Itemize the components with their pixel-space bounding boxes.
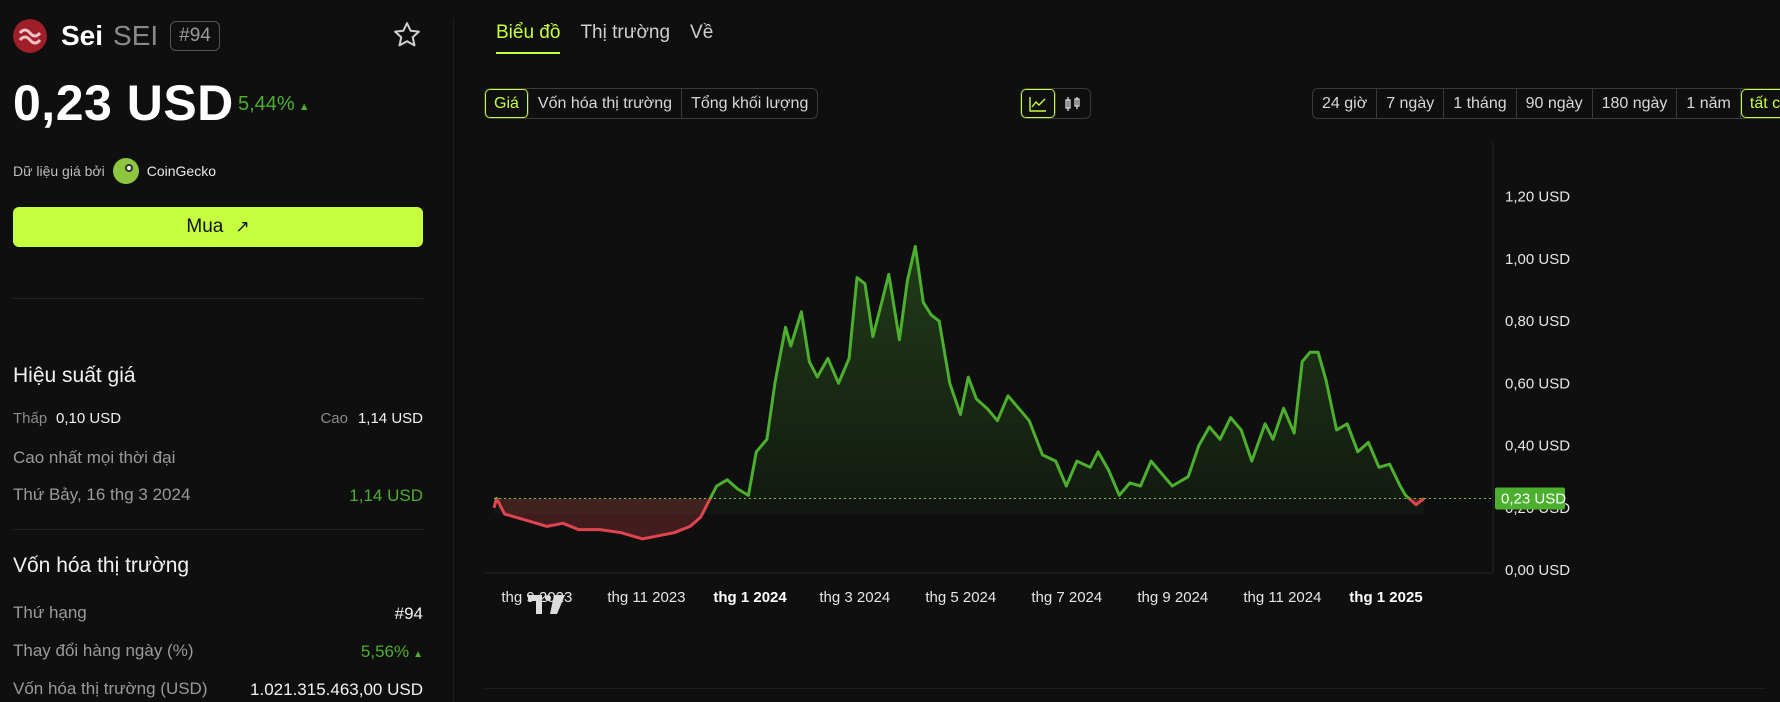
low-label: Thấp [13, 410, 48, 427]
range-1y-button[interactable]: 1 năm [1677, 89, 1741, 118]
x-tick-label: thg 9 2024 [1137, 589, 1208, 606]
daily-change: 5,56% ▲ [361, 642, 423, 662]
panel-divider [453, 18, 454, 702]
range-24h-button[interactable]: 24 giờ [1313, 89, 1378, 118]
coin-sidebar: Sei SEI #94 0,23 USD 5,44% ▲ Dữ liệu giá … [0, 0, 450, 702]
coin-symbol: SEI [113, 20, 159, 51]
line-chart-icon [1029, 96, 1046, 112]
current-price: 0,23 USD [13, 75, 234, 131]
up-triangle-icon: ▲ [298, 101, 310, 113]
price-change-24h: 5,44% ▲ [238, 93, 310, 116]
divider [13, 298, 423, 299]
up-triangle-icon: ▲ [413, 649, 423, 660]
bottom-divider [485, 688, 1765, 689]
mcap-value: 1.021.315.463,00 USD [250, 680, 423, 699]
metric-volume-button[interactable]: Tổng khối lượng [691, 95, 809, 112]
favorite-star-icon[interactable] [392, 20, 422, 50]
source-provider[interactable]: CoinGecko [146, 163, 216, 179]
tab-markets[interactable]: Thị trường [580, 22, 671, 43]
rank-label: Thứ hạng [13, 603, 87, 622]
range-all-button[interactable]: tất cả [1741, 89, 1780, 118]
tab-about[interactable]: Về [690, 22, 714, 43]
chart-type-selector [1020, 88, 1091, 119]
current-price-tag-label: 0,23 USD [1501, 490, 1566, 507]
baseline-band [494, 498, 1425, 514]
coin-name: Sei [61, 20, 104, 51]
market-title: Vốn hóa thị trường [13, 554, 190, 577]
x-tick-label: thg 5 2024 [925, 589, 996, 606]
coin-header: Sei SEI #94 [13, 18, 220, 54]
price-change-value: 5,44% [238, 93, 295, 115]
rank-badge: #94 [170, 21, 220, 51]
x-tick-label: thg 1 2024 [713, 589, 787, 606]
divider [13, 529, 423, 530]
daily-change-label: Thay đổi hàng ngày (%) [13, 641, 194, 660]
tradingview-logo-icon [528, 595, 565, 614]
high-label: Cao [320, 410, 348, 427]
current-price-tag: 0,23 USD [1495, 487, 1566, 510]
tab-chart[interactable]: Biểu đồ [496, 22, 561, 54]
ath-date: Thứ Bảy, 16 thg 3 2024 [13, 485, 191, 504]
time-range-selector: 24 giờ 7 ngày 1 tháng 90 ngày 180 ngày 1… [1312, 88, 1780, 119]
daily-change-value: 5,56% [360, 642, 410, 661]
y-tick-label: 0,40 USD [1505, 438, 1570, 455]
price-area-up [494, 246, 1425, 499]
candlestick-icon [1065, 96, 1080, 111]
metric-price-button[interactable]: Giá [485, 89, 529, 118]
range-180d-button[interactable]: 180 ngày [1593, 89, 1678, 118]
price-area-down [494, 498, 1425, 539]
coingecko-logo-icon [112, 158, 139, 184]
price-source: Dữ liệu giá bởi CoinGecko [13, 158, 216, 184]
range-90d-button[interactable]: 90 ngày [1517, 89, 1593, 118]
mcap-label: Vốn hóa thị trường (USD) [13, 679, 208, 698]
high-value: 1,14 USD [357, 410, 423, 427]
ath-label: Cao nhất mọi thời đại [13, 448, 176, 467]
source-prefix: Dữ liệu giá bởi [13, 163, 105, 179]
current-price-tag-bg [1495, 487, 1565, 510]
y-tick-label: 0,00 USD [1505, 562, 1570, 579]
line-chart-button[interactable] [1021, 89, 1056, 118]
y-tick-label: 0,80 USD [1505, 313, 1570, 330]
y-tick-label: 1,20 USD [1505, 189, 1570, 206]
range-1m-button[interactable]: 1 tháng [1444, 89, 1517, 118]
buy-button[interactable]: Mua ↗ [13, 207, 423, 247]
rank-value: #94 [394, 604, 423, 623]
price-line-up [495, 244, 1425, 499]
x-tick-label: thg 3 2024 [819, 589, 890, 606]
y-tick-label: 1,00 USD [1505, 251, 1570, 268]
metric-selector: Giá Vốn hóa thị trường Tổng khối lượng [484, 88, 819, 119]
ath-value: 1,14 USD [349, 486, 423, 505]
plot-area [485, 142, 1494, 574]
x-tick-label: thg 11 2023 [607, 589, 685, 606]
metric-market-cap-button[interactable]: Vốn hóa thị trường [529, 89, 683, 118]
x-tick-label: thg 1 2025 [1349, 589, 1422, 606]
candlestick-button[interactable] [1056, 89, 1090, 118]
content-tabs: Biểu đồ Thị trường Về [496, 22, 733, 54]
y-tick-label: 0,60 USD [1505, 375, 1570, 392]
x-tick-label: thg 11 2024 [1243, 589, 1321, 606]
x-tick-label: thg 7 2024 [1031, 589, 1102, 606]
sei-logo-icon [13, 19, 47, 53]
buy-label: Mua [186, 216, 224, 237]
external-arrow-icon: ↗ [235, 217, 250, 236]
performance-title: Hiệu suất giá [13, 364, 136, 387]
range-7d-button[interactable]: 7 ngày [1377, 89, 1445, 118]
low-value: 0,10 USD [56, 410, 122, 427]
